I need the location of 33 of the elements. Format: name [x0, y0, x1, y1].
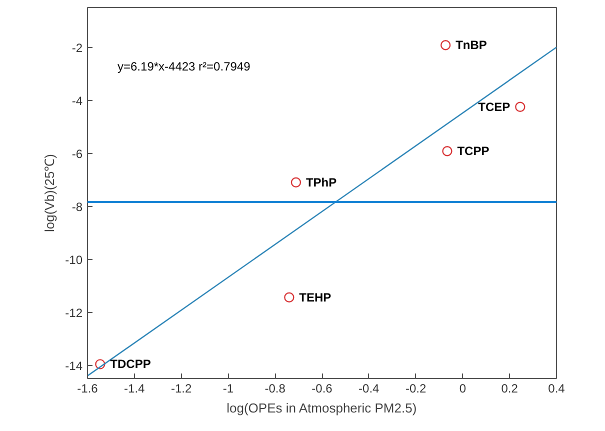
x-tick-label: 0	[459, 382, 466, 396]
x-axis-title: log(OPEs in Atmospheric PM2.5)	[226, 400, 417, 416]
x-tick-label: 0.2	[501, 382, 518, 396]
y-tick-label: -4	[72, 94, 83, 108]
y-tick-label: -12	[65, 306, 83, 320]
x-tick-label: 0.4	[548, 382, 566, 396]
x-tick-label: -1.4	[124, 382, 146, 396]
y-tick-label: -8	[72, 200, 83, 214]
x-tick-label: -1.6	[77, 382, 98, 396]
x-tick-label: -0.4	[358, 382, 380, 396]
annotation: TnBP	[456, 38, 487, 52]
point	[442, 146, 452, 156]
y-tick-label: -14	[65, 358, 83, 373]
y-tick-label: -10	[65, 252, 83, 267]
point	[284, 292, 294, 302]
x-tick-label: -0.2	[405, 382, 426, 396]
point	[440, 40, 451, 50]
annotation: y=6.19*x-4423 r²=0.7949	[118, 60, 251, 74]
annotation: TEHP	[299, 290, 332, 304]
x-tick-label: -1.2	[170, 382, 192, 396]
annotation: TCEP	[478, 100, 510, 114]
y-tick-label: -6	[72, 146, 83, 161]
point	[515, 102, 526, 112]
y-tick-label: -2	[72, 40, 83, 55]
x-tick-label: -0.6	[312, 382, 333, 396]
y-axis-title: log(Vb)(25℃)	[42, 154, 58, 232]
x-tick-label: -0.8	[264, 382, 286, 396]
point	[290, 177, 302, 188]
x-tick-label: -1	[222, 382, 234, 396]
point	[95, 359, 106, 370]
annotation: TPhP	[306, 175, 337, 190]
annotation: TDCPP	[110, 357, 151, 372]
annotation: TCPP	[457, 144, 490, 158]
